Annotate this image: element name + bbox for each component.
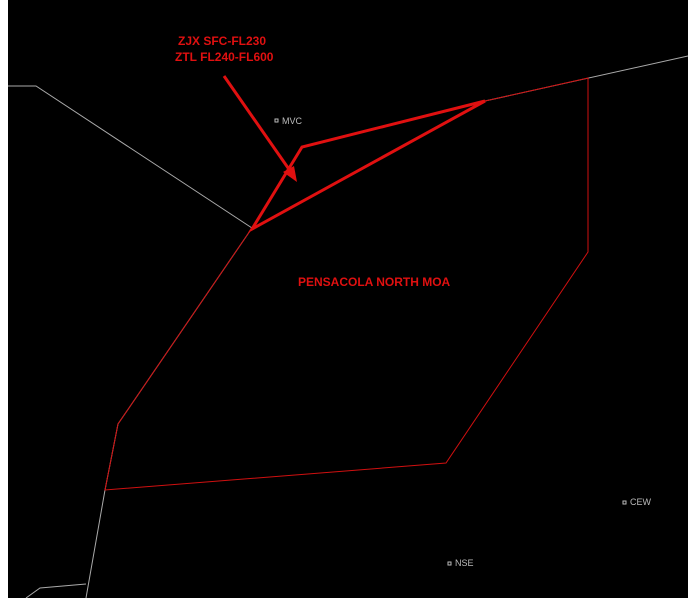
fix-label: MVC <box>282 116 303 126</box>
arrow-head <box>283 166 297 182</box>
fix-label: CEW <box>630 497 652 507</box>
fix-label: NSE <box>455 558 474 568</box>
area-label: PENSACOLA NORTH MOA <box>298 275 451 289</box>
fix-marker <box>622 500 627 505</box>
annotation-arrow <box>222 75 295 176</box>
fix-marker <box>447 561 452 566</box>
map-background <box>8 0 688 598</box>
fix-marker <box>274 118 279 123</box>
moa-boundary <box>104 77 589 491</box>
boundary-line <box>8 85 253 229</box>
shelf-outline <box>247 99 486 234</box>
boundary-line <box>25 583 87 598</box>
annotation-text: ZTL FL240-FL600 <box>175 50 274 64</box>
annotation-text: ZJX SFC-FL230 <box>178 34 266 48</box>
